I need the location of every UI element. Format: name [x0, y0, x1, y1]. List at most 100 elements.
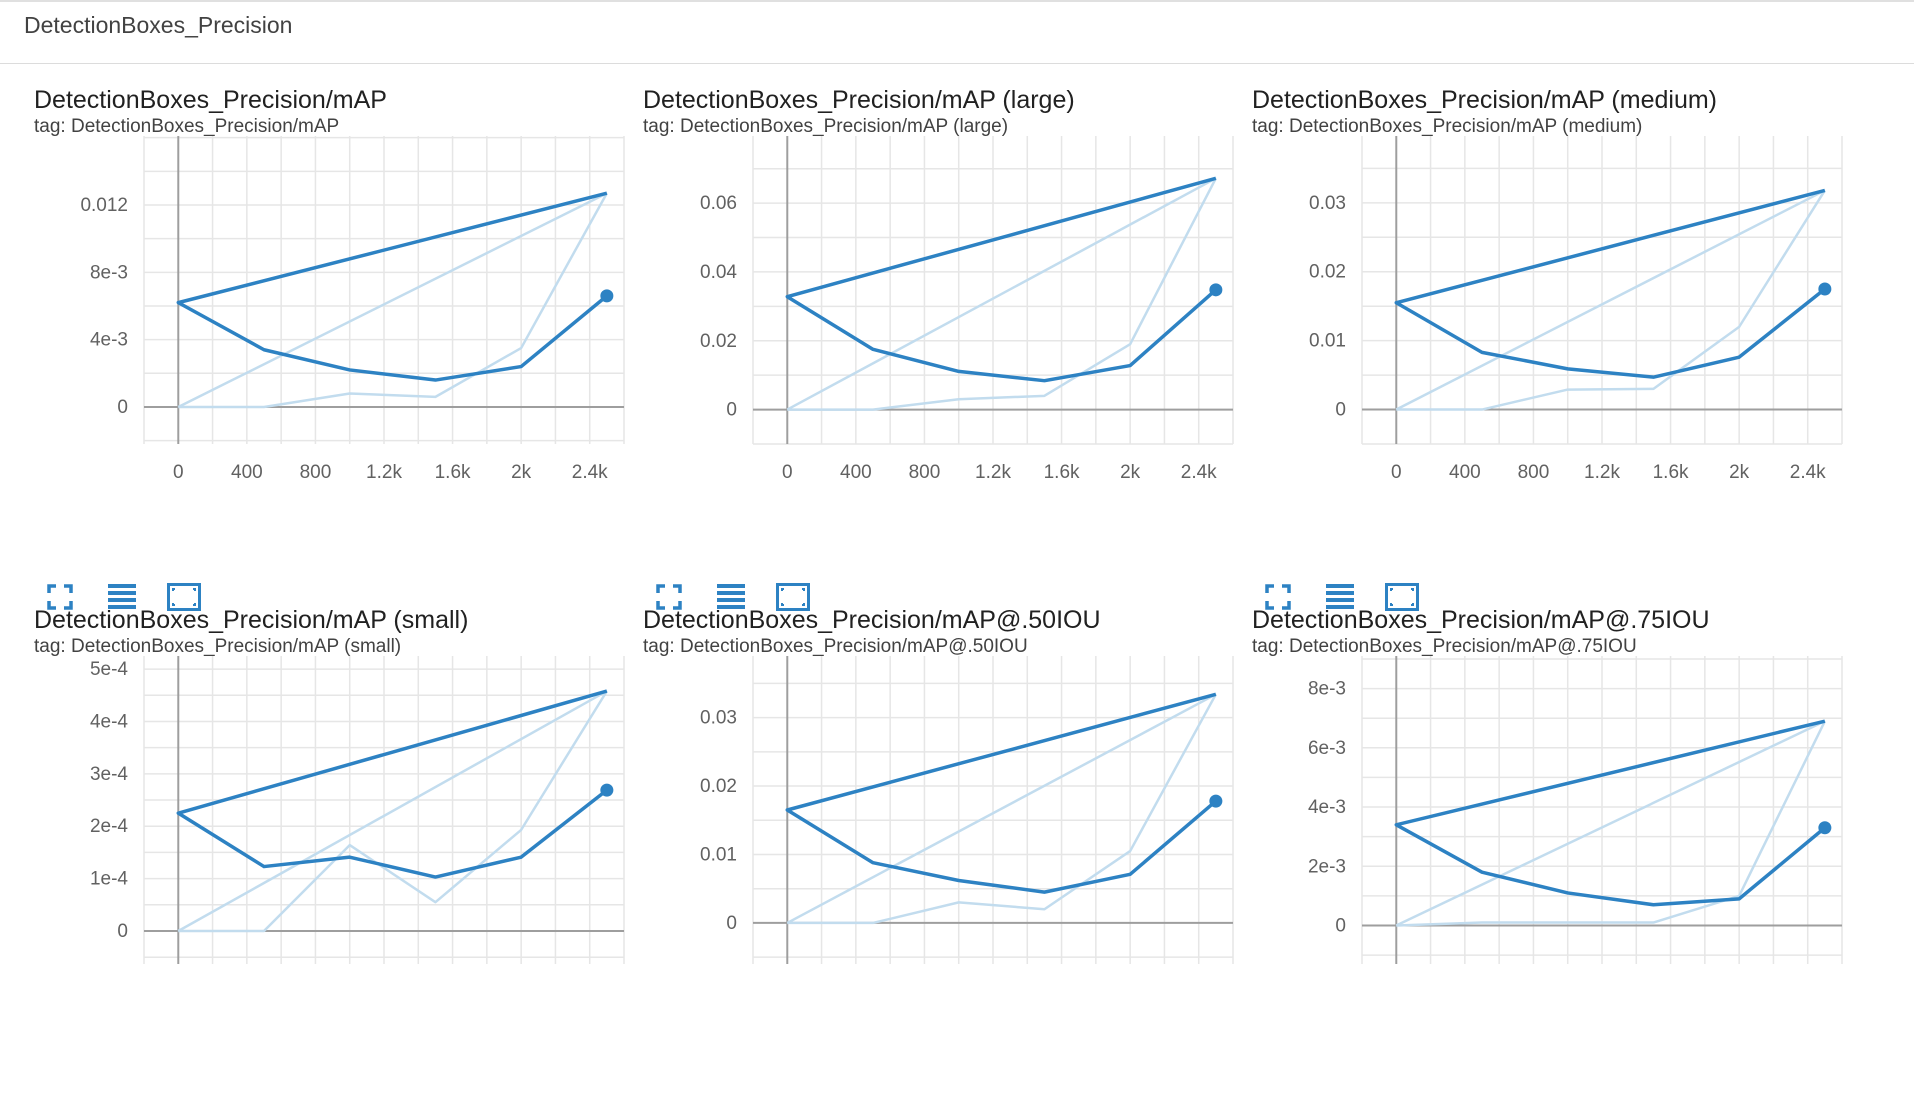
line-chart[interactable]: 0 0.02 0.04 0.06 0 400 800 1.2k 1.6k 2k 2.4k [643, 136, 1243, 566]
smoothed-series-line [785, 692, 1217, 894]
x-tick-label: 2.4k [1790, 462, 1826, 483]
raw-series-line [177, 192, 608, 409]
y-tick-label: 1e-4 [90, 869, 128, 890]
fit-domain-icon-frame [167, 583, 201, 611]
data-table-button[interactable] [713, 579, 749, 615]
expand-icon [47, 584, 73, 610]
last-point-marker [600, 783, 614, 797]
line-chart[interactable]: 0 1e-4 2e-4 3e-4 4e-4 5e-4 [34, 656, 634, 1086]
fit-domain-icon-corners [1390, 588, 1414, 606]
chart-title: DetectionBoxes_Precision/mAP@.75IOU [1252, 606, 1710, 634]
chart-tag: tag: DetectionBoxes_Precision/mAP (large… [643, 116, 1009, 137]
smoothed-series-line [176, 689, 608, 879]
raw-series-line [1396, 189, 1826, 411]
data-table-button[interactable] [1322, 579, 1358, 615]
y-tick-label: 0.012 [80, 195, 128, 216]
y-tick-label: 4e-3 [1308, 797, 1346, 818]
data-table-button[interactable] [104, 579, 140, 615]
expand-icon [656, 584, 682, 610]
x-tick-label: 0 [173, 462, 184, 483]
y-tick-label: 0.01 [1309, 331, 1346, 352]
x-tick-label: 2k [1120, 462, 1141, 483]
section-header[interactable]: DetectionBoxes_Precision [0, 0, 1914, 64]
y-tick-label: 0 [117, 921, 128, 942]
expand-icon [1265, 584, 1291, 610]
raw-series-line [178, 192, 608, 409]
smoothed-series-line [176, 191, 608, 382]
fit-domain-icon [167, 583, 201, 611]
y-tick-label: 0.01 [700, 844, 737, 865]
raw-series-line [1395, 720, 1826, 927]
x-tick-label: 1.2k [1584, 462, 1620, 483]
line-chart[interactable]: 0 4e-3 8e-3 0.012 0 400 800 1.2k 1.6k 2k 2.4k [34, 136, 634, 566]
chart-card: DetectionBoxes_Precision/mAP (medium) ta… [1252, 86, 1852, 611]
fit-domain-button[interactable] [1384, 579, 1420, 615]
expand-button[interactable] [651, 579, 687, 615]
raw-series-line [787, 177, 1217, 411]
data-table-icon-bar [717, 605, 745, 609]
x-tick-label: 2.4k [572, 462, 608, 483]
y-tick-label: 6e-3 [1308, 738, 1346, 759]
x-tick-label: 400 [231, 462, 263, 483]
chart-tag: tag: DetectionBoxes_Precision/mAP [34, 116, 340, 137]
y-tick-label: 0 [726, 913, 737, 934]
chart-card: DetectionBoxes_Precision/mAP@.50IOU tag:… [643, 606, 1243, 1106]
chart-card: DetectionBoxes_Precision/mAP@.75IOU tag:… [1252, 606, 1852, 1106]
last-point-marker [1818, 821, 1832, 835]
y-tick-label: 0.03 [700, 708, 737, 729]
x-tick-label: 0 [1391, 462, 1402, 483]
expand-icon-path [656, 584, 682, 610]
fit-domain-icon-frame [1385, 583, 1419, 611]
raw-series-line [787, 693, 1217, 925]
y-tick-label: 0.06 [700, 193, 737, 214]
fit-domain-icon-frame [776, 583, 810, 611]
chart-title: DetectionBoxes_Precision/mAP [34, 86, 387, 114]
smoothed-series-line [785, 176, 1218, 383]
line-chart[interactable]: 0 0.01 0.02 0.03 [643, 656, 1243, 1086]
x-tick-label: 400 [1449, 462, 1481, 483]
data-table-icon-bar [108, 598, 136, 602]
y-tick-label: 0 [117, 397, 128, 418]
data-table-icon-bar [1326, 584, 1354, 588]
raw-series-line [1396, 720, 1826, 927]
data-table-icon-bar [1326, 605, 1354, 609]
line-chart[interactable]: 0 2e-3 4e-3 6e-3 8e-3 [1252, 656, 1852, 1086]
last-point-marker [1209, 283, 1223, 297]
data-table-icon-bar [108, 584, 136, 588]
last-point-marker [600, 289, 614, 303]
y-tick-label: 0 [1335, 916, 1346, 937]
y-tick-label: 0 [1335, 400, 1346, 421]
smoothed-series-line [1394, 719, 1826, 907]
expand-button[interactable] [42, 579, 78, 615]
x-tick-label: 2.4k [1181, 462, 1217, 483]
raw-series-line [1395, 189, 1826, 411]
y-tick-label: 3e-4 [90, 764, 128, 785]
y-tick-label: 2e-3 [1308, 856, 1346, 877]
chart-title: DetectionBoxes_Precision/mAP (small) [34, 606, 469, 634]
line-chart[interactable]: 0 0.01 0.02 0.03 0 400 800 1.2k 1.6k 2k 2.4k [1252, 136, 1852, 566]
expand-button[interactable] [1260, 579, 1296, 615]
data-table-icon-bar [108, 591, 136, 595]
chart-title: DetectionBoxes_Precision/mAP (medium) [1252, 86, 1718, 114]
x-tick-label: 0 [782, 462, 793, 483]
y-tick-label: 0.04 [700, 262, 737, 283]
data-table-icon [1326, 584, 1354, 609]
data-table-icon-bar [108, 605, 136, 609]
chart-title: DetectionBoxes_Precision/mAP@.50IOU [643, 606, 1101, 634]
data-table-icon-bar [717, 584, 745, 588]
y-tick-label: 0.03 [1309, 193, 1346, 214]
data-table-icon-bar [717, 591, 745, 595]
section-title: DetectionBoxes_Precision [24, 12, 293, 38]
raw-series-line [786, 693, 1217, 925]
fit-domain-button[interactable] [775, 579, 811, 615]
x-tick-label: 800 [300, 462, 332, 483]
fit-domain-button[interactable] [166, 579, 202, 615]
y-tick-label: 2e-4 [90, 816, 128, 837]
chart-card: DetectionBoxes_Precision/mAP (large) tag… [643, 86, 1243, 611]
x-tick-label: 800 [1518, 462, 1550, 483]
fit-domain-icon [1385, 583, 1419, 611]
data-table-icon-bar [1326, 598, 1354, 602]
x-tick-label: 1.2k [366, 462, 402, 483]
chart-card: DetectionBoxes_Precision/mAP tag: Detect… [34, 86, 634, 611]
x-tick-label: 1.6k [435, 462, 471, 483]
